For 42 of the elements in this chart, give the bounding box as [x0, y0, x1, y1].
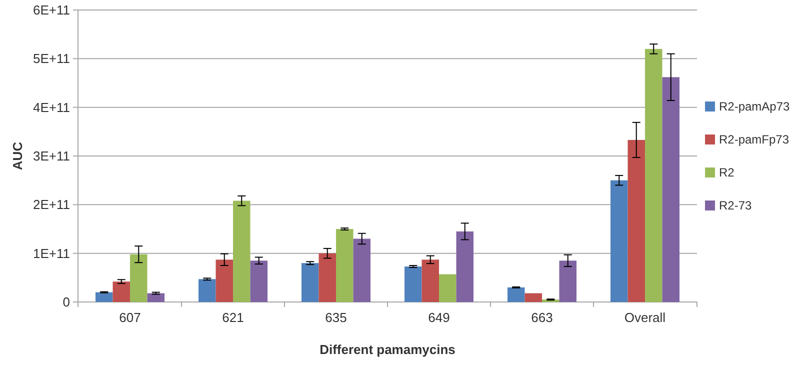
bar	[96, 292, 113, 302]
x-tick-label: 607	[119, 310, 141, 325]
x-tick-label: 621	[222, 310, 244, 325]
bar	[422, 260, 439, 302]
bar	[198, 279, 216, 302]
bar	[147, 293, 165, 302]
y-tick-label: 0	[62, 294, 70, 310]
bar	[233, 200, 250, 302]
bar	[353, 238, 371, 302]
legend-label: R2	[719, 166, 735, 180]
legend-label: R2-pamAp73	[719, 100, 790, 114]
bar	[216, 260, 234, 302]
bar	[112, 282, 130, 302]
bar	[404, 266, 422, 302]
bar	[130, 254, 148, 302]
bar	[610, 180, 628, 302]
bar	[302, 263, 319, 302]
bar	[318, 253, 336, 302]
y-tick-label: 6E+11	[33, 2, 70, 18]
bar	[250, 260, 268, 302]
y-tick-label: 2E+11	[33, 197, 70, 212]
y-tick-label: 5E+11	[33, 51, 70, 66]
y-tick-label: 1E+11	[33, 246, 70, 261]
x-tick-label: Overall	[624, 310, 666, 325]
bar	[336, 229, 354, 302]
x-tick-label: 663	[531, 310, 553, 325]
legend-label: R2-73	[719, 198, 752, 213]
bar	[628, 140, 645, 302]
y-tick-label: 3E+11	[33, 148, 70, 164]
bar	[524, 293, 542, 302]
x-tick-label: 649	[428, 310, 450, 325]
bar	[662, 77, 680, 302]
bar	[507, 287, 525, 302]
bar	[559, 260, 576, 302]
y-axis-title: AUC	[10, 141, 25, 170]
y-tick-label: 4E+11	[33, 100, 70, 115]
x-axis-title: Different pamamycins	[320, 342, 456, 357]
x-tick-label: 635	[325, 310, 347, 325]
bar	[438, 274, 456, 302]
legend-label: R2-pamFp73	[719, 132, 790, 147]
bar	[644, 48, 662, 302]
bar	[456, 231, 474, 302]
